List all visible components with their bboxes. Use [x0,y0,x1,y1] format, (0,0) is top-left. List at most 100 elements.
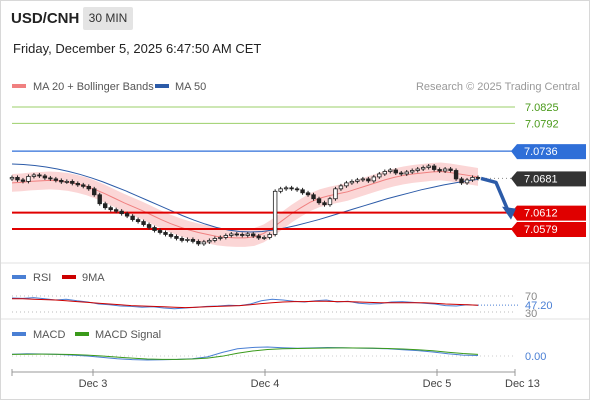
candle-body [168,234,174,237]
candle-body [26,176,31,182]
bollinger-band [12,162,478,247]
rsi-ma-legend-swatch [62,275,76,279]
candle-body [338,185,344,190]
candle-body [119,210,124,215]
candle-body [431,165,437,170]
x-tick-label: Dec 4 [251,378,280,390]
candle-body [404,171,409,175]
candle-body [15,177,20,181]
candle-body [305,192,311,196]
candle-body [388,169,393,172]
rsi-legend-swatch [12,275,26,279]
level-label-7.0736: 7.0736 [524,146,558,158]
candle-body [103,203,108,209]
candle-body [179,238,185,241]
x-tick-label: Dec 3 [79,378,108,390]
candle-body [70,180,75,184]
level-badge-7.0736 [517,144,586,160]
forecast-arrow-head [502,206,516,220]
candle-body [20,179,26,182]
candle-body [410,170,415,173]
x-tick-label: Dec 5 [423,378,452,390]
candle-body [420,167,426,170]
candle-body [453,170,459,180]
level-label-7.0825: 7.0825 [525,102,559,114]
level-badge-tip-7.0736 [511,144,517,160]
level-badge-tip-7.0681 [511,171,517,187]
candle-body [448,168,453,171]
candle-body [322,202,327,206]
candle-body [377,173,382,178]
candle-body [245,233,250,236]
candle-body [272,190,278,235]
candle-body [437,169,442,172]
level-label-7.0612: 7.0612 [524,208,558,220]
candle-body [42,175,48,179]
candle-body [333,188,338,200]
rsi-ma-line [12,298,479,309]
rsi-ma-legend-label: 9MA [82,272,105,284]
candle-body [174,236,179,239]
macd-signal-legend-label: MACD Signal [95,329,161,341]
candle-body [190,239,196,242]
candle-body [152,227,157,231]
macd-signal-line [11,347,479,360]
candle-body [464,179,470,184]
candle-body [371,176,377,182]
candle-body [300,189,305,194]
candle-body [135,219,141,222]
x-tick-label: Dec 13 [505,378,540,390]
candle-body [163,232,168,235]
candle-body [9,177,15,180]
candle-body [97,194,102,205]
candle-body [261,237,267,239]
ma50-legend-label: MA 50 [175,81,206,93]
candle-body [294,188,300,191]
candle-body [267,234,272,238]
candle-body [229,233,234,236]
macd-legend-swatch [12,332,26,336]
level-label-7.0792: 7.0792 [525,118,559,130]
symbol-title: USD/CNH [11,10,80,27]
candle-body [366,178,371,182]
candle-body [475,177,481,179]
candle-body [355,179,360,182]
candle-body [108,207,113,211]
candle-body [48,177,53,180]
rsi-legend-label: RSI [33,272,51,284]
candle-body [113,209,119,212]
candle-body [223,235,229,238]
level-label-7.0579: 7.0579 [524,224,558,236]
macd-legend-label: MACD [33,329,65,341]
candle-body [185,239,190,241]
candle-body [240,234,245,236]
ma20-legend-label: MA 20 + Bollinger Bands [33,81,154,93]
candle-body [207,240,212,243]
candle-body [442,168,448,172]
level-label-7.0681: 7.0681 [524,173,558,185]
macd-zero-label: 0.00 [525,351,546,363]
rsi-label-70: 70 [525,291,537,303]
timeframe-badge[interactable]: 30 MIN [83,7,133,30]
candle-body [289,187,294,190]
candle-body [141,221,146,225]
candle-body [218,237,223,239]
ma50-legend-swatch [155,84,169,88]
candle-body [196,240,201,245]
candle-body [278,188,283,192]
candle-body [212,238,218,241]
candle-body [157,230,163,233]
credit-label: Research © 2025 Trading Central [416,81,580,93]
candle-body [311,194,316,200]
candle-body [349,180,355,184]
candle-body [327,198,333,206]
candle-body [146,224,152,228]
candle-body [316,198,322,204]
forecast-arrow-shaft [480,176,510,212]
candle-body [53,178,59,181]
candle-body [31,174,37,177]
level-badge-7.0681 [517,171,586,187]
candle-body [75,182,80,186]
candle-body [37,174,42,177]
